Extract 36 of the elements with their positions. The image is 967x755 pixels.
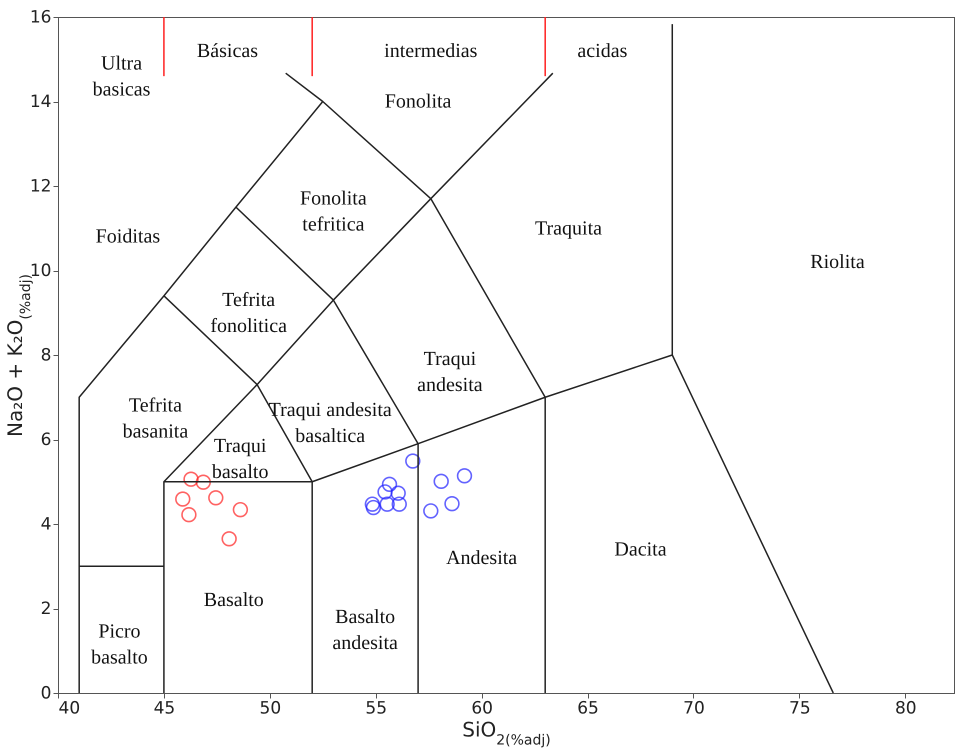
x-tick-label: 40 [58,698,80,718]
y-tick-label: 12 [30,176,52,196]
y-tick-label: 6 [40,430,52,450]
x-tick-label: 55 [365,698,388,718]
annotation: Picro basalto [91,620,148,669]
annotation: Tefrita fonolitica [210,289,288,338]
y-tick-label: 14 [30,92,52,112]
annotation: Traqui andesita [417,348,483,396]
annotation: acidas [577,40,628,62]
annotation: Fonolita tefritica [300,188,367,236]
x-tick-label: 70 [683,698,705,718]
annotation: intermedias [384,40,478,62]
y-tick-label: 16 [30,8,52,28]
y-tick-label: 0 [40,684,52,704]
y-tick-label: 2 [40,599,52,619]
annotation: Traqui basalto [212,434,268,483]
x-tick-label: 80 [894,698,917,718]
annotation: Basalto andesita [332,606,398,654]
annotation: Ultra basicas [92,52,151,100]
annotation: Foiditas [96,226,160,248]
x-axis-title: SiO$_{2(%adj)}$ [462,718,551,748]
x-tick-label: 45 [154,698,176,718]
annotation: Dacita [614,538,667,560]
annotation: Basalto [204,589,264,612]
annotation: Traquita [534,217,602,240]
x-tick-label: 75 [789,698,811,718]
x-tick-label: 50 [260,698,282,718]
annotation: Fonolita [384,90,452,112]
annotation: Tefrita basanita [122,394,188,443]
annotation: Básicas [196,40,258,62]
x-tick-label: 60 [471,698,493,718]
annotation: Riolita [810,251,865,274]
annotation: Andesita [446,546,518,569]
y-tick-label: 4 [40,514,52,534]
y-tick-label: 8 [40,346,52,366]
x-tick-label: 65 [577,698,599,718]
